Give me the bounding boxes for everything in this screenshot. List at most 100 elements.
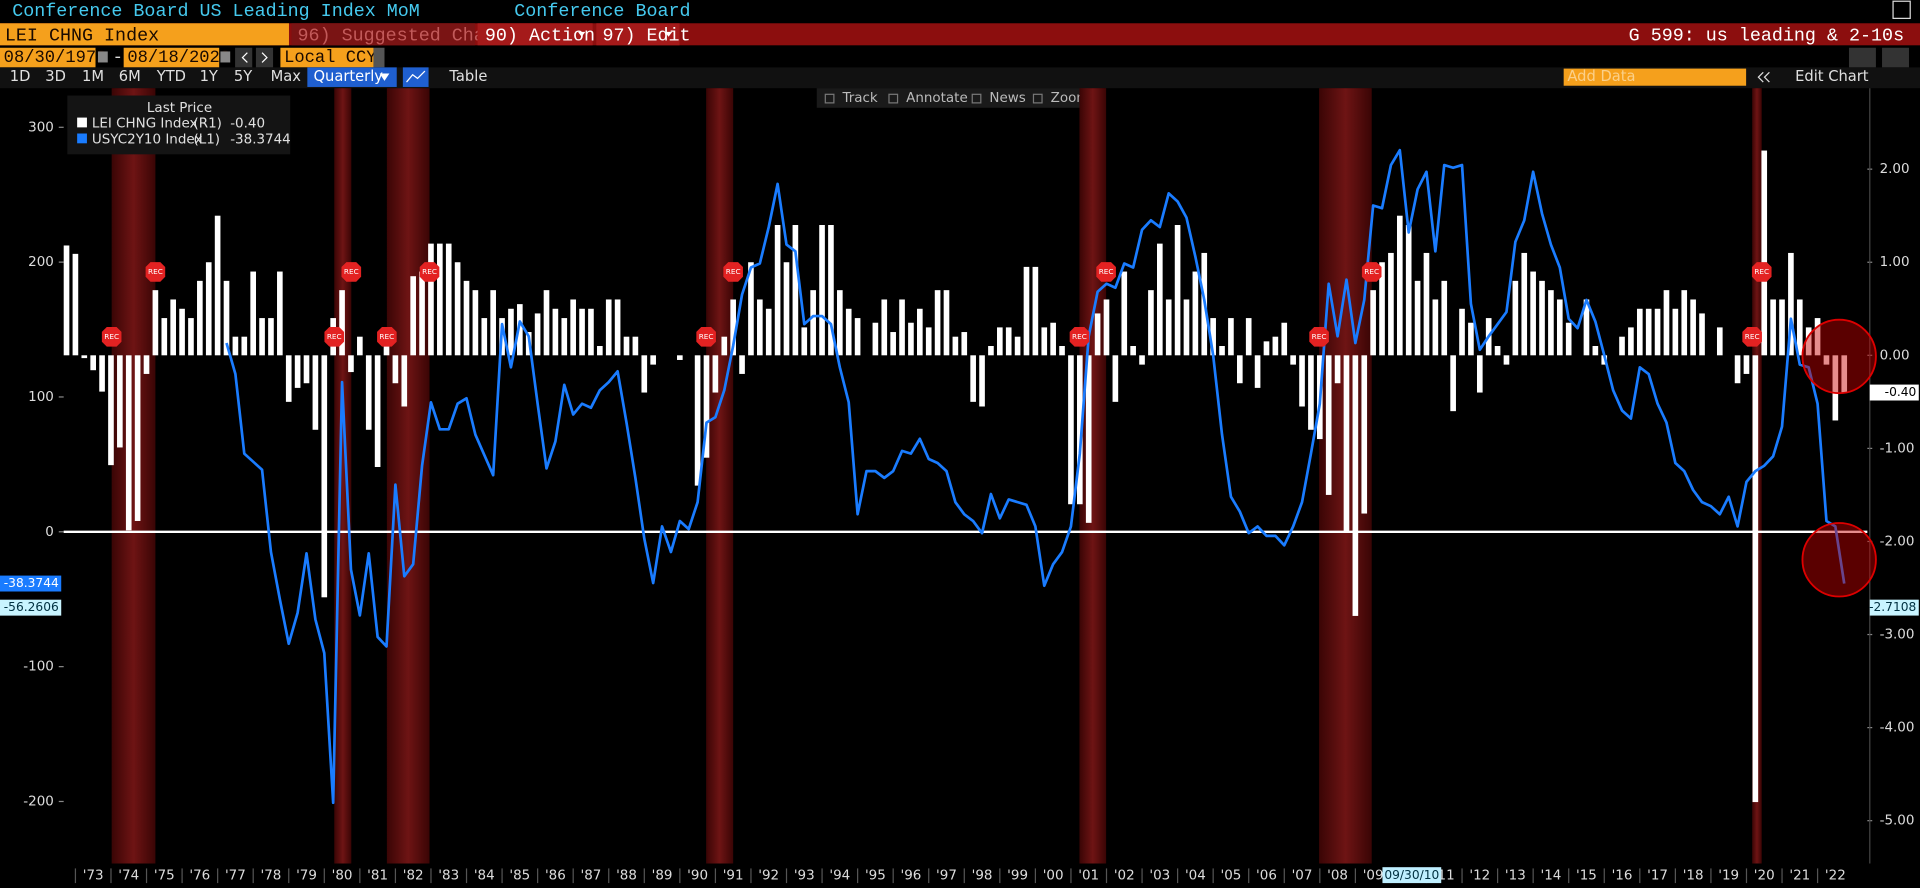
x-tick-label: '07	[1292, 868, 1313, 884]
x-tick-label: '98	[972, 868, 993, 884]
tool-icon[interactable]	[824, 93, 835, 104]
bar	[1814, 318, 1821, 356]
suggested-button[interactable]	[291, 23, 476, 46]
bar	[357, 336, 363, 356]
rec-label: REC	[344, 267, 359, 276]
recession-band	[386, 88, 430, 864]
bar	[1005, 327, 1012, 356]
range-button[interactable]: 1M	[82, 68, 104, 85]
edit-chart[interactable]: Edit Chart	[1795, 68, 1869, 85]
next-button[interactable]	[255, 47, 274, 68]
frequency-button[interactable]	[307, 67, 397, 87]
tool-button[interactable]: Annotate	[906, 90, 968, 106]
bar	[1272, 336, 1279, 356]
bar	[641, 355, 648, 393]
rec-shape	[341, 262, 362, 282]
range-button[interactable]: 3D	[45, 68, 66, 85]
end-date-field[interactable]	[123, 47, 220, 68]
prev-button[interactable]	[235, 47, 253, 68]
calendar-icon[interactable]	[220, 51, 231, 63]
tool-icon[interactable]	[1032, 93, 1043, 104]
tool-icon[interactable]	[971, 93, 982, 104]
security-field[interactable]	[0, 23, 289, 46]
bar	[1032, 266, 1039, 356]
start-date-field[interactable]	[0, 47, 96, 68]
bar	[1165, 299, 1172, 356]
actions-button[interactable]	[477, 23, 593, 46]
price-flag: -38.3744	[0, 575, 62, 592]
currency-dropdown[interactable]	[373, 47, 385, 68]
bar	[1228, 318, 1234, 356]
bar	[1254, 355, 1261, 388]
dropdown-arrow	[577, 31, 586, 37]
bar	[1663, 290, 1670, 356]
range-button[interactable]: YTD	[156, 68, 186, 85]
add-data-field[interactable]	[1563, 68, 1747, 86]
bar	[1761, 150, 1768, 356]
bar	[561, 318, 568, 356]
y2-tick-label: -4.00	[1880, 720, 1915, 736]
bar	[348, 355, 354, 373]
rec-label: REC	[726, 267, 741, 276]
tool-button[interactable]: News	[989, 90, 1025, 106]
x-tick-label: '22	[1825, 868, 1846, 884]
rec-badge: REC	[1742, 327, 1762, 347]
bar	[250, 271, 256, 356]
x-tick-label: '91	[723, 868, 744, 884]
flag-label: -56.2606	[4, 600, 59, 614]
recession-band	[1079, 88, 1107, 864]
currency: Local CCY	[284, 49, 376, 68]
rec-label: REC	[148, 267, 163, 276]
bar	[1432, 299, 1439, 356]
rec-label: REC	[1312, 332, 1327, 341]
flag-label: -2.7108	[1869, 600, 1916, 614]
tool-icon[interactable]	[888, 93, 899, 104]
x-tick-label: '74	[118, 868, 139, 884]
bar	[1405, 225, 1412, 356]
redo-button[interactable]	[1882, 47, 1909, 68]
line	[225, 148, 1846, 805]
bar	[365, 355, 372, 430]
edit-button[interactable]	[596, 23, 680, 46]
range-button[interactable]: 1D	[10, 68, 31, 85]
price-flag: -0.40	[1869, 384, 1919, 401]
bar	[1565, 322, 1572, 356]
bar	[872, 322, 879, 356]
calendar-icon[interactable]	[97, 51, 108, 63]
rec-badge: REC	[696, 327, 716, 347]
bar	[1743, 355, 1750, 374]
range-button[interactable]: 1Y	[200, 68, 218, 85]
table-button[interactable]: Table	[448, 68, 487, 85]
collapse-icon[interactable]	[1757, 71, 1770, 83]
currency-field[interactable]	[280, 47, 374, 68]
x-tick-label: '06	[1256, 868, 1277, 884]
rec-shape	[1309, 327, 1329, 347]
recession-band	[334, 88, 352, 864]
bar	[943, 290, 950, 356]
bar	[1512, 280, 1519, 356]
bar	[703, 355, 710, 458]
y2-tick-label: 2.00	[1880, 161, 1910, 177]
page-title: Conference Board US Leading Index MoM	[12, 1, 420, 22]
y-tick-label: 300	[28, 119, 54, 135]
x-tick-label: '80	[332, 868, 353, 884]
x-tick-label: '82	[403, 868, 424, 884]
range-button[interactable]: Max	[271, 68, 302, 85]
bar	[828, 225, 834, 356]
date-sep: -	[113, 49, 123, 68]
x-tick-label: '19	[1718, 868, 1739, 884]
annotation-circle	[1801, 522, 1877, 598]
tool-button[interactable]: Track	[841, 90, 877, 106]
bar	[552, 308, 559, 356]
range-button[interactable]: 6M	[119, 68, 141, 85]
bar	[1716, 327, 1723, 356]
bar	[125, 355, 132, 531]
legend-axis: (L1)	[193, 132, 220, 148]
bar	[1077, 355, 1083, 505]
bar	[908, 322, 914, 356]
window-icon[interactable]	[1892, 0, 1911, 19]
range-button[interactable]: 5Y	[234, 68, 252, 85]
undo-button[interactable]	[1848, 47, 1876, 68]
bar	[205, 262, 212, 356]
